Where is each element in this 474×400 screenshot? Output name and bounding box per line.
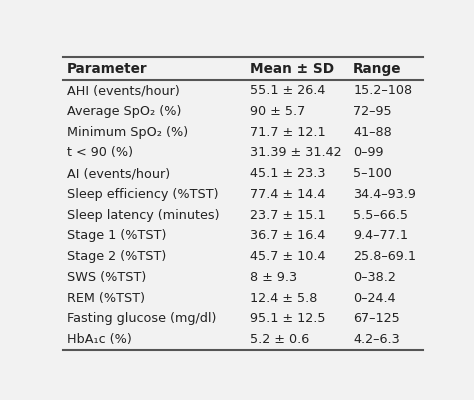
Text: 55.1 ± 26.4: 55.1 ± 26.4	[250, 84, 326, 97]
Text: 25.8–69.1: 25.8–69.1	[353, 250, 416, 263]
Text: 67–125: 67–125	[353, 312, 400, 325]
Text: 41–88: 41–88	[353, 126, 392, 139]
Text: Sleep efficiency (%TST): Sleep efficiency (%TST)	[66, 188, 218, 201]
Text: 90 ± 5.7: 90 ± 5.7	[250, 105, 306, 118]
Text: Sleep latency (minutes): Sleep latency (minutes)	[66, 208, 219, 222]
Text: 34.4–93.9: 34.4–93.9	[353, 188, 416, 201]
Text: 15.2–108: 15.2–108	[353, 84, 412, 97]
Text: 9.4–77.1: 9.4–77.1	[353, 229, 408, 242]
Text: 12.4 ± 5.8: 12.4 ± 5.8	[250, 292, 318, 304]
Text: 45.7 ± 10.4: 45.7 ± 10.4	[250, 250, 326, 263]
Text: 95.1 ± 12.5: 95.1 ± 12.5	[250, 312, 326, 325]
Text: Parameter: Parameter	[66, 62, 147, 76]
Text: AI (events/hour): AI (events/hour)	[66, 167, 170, 180]
Text: 23.7 ± 15.1: 23.7 ± 15.1	[250, 208, 326, 222]
Text: SWS (%TST): SWS (%TST)	[66, 271, 146, 284]
Text: 36.7 ± 16.4: 36.7 ± 16.4	[250, 229, 326, 242]
Text: 5.2 ± 0.6: 5.2 ± 0.6	[250, 333, 310, 346]
Text: Stage 1 (%TST): Stage 1 (%TST)	[66, 229, 166, 242]
Text: 5.5–66.5: 5.5–66.5	[353, 208, 408, 222]
Text: AHI (events/hour): AHI (events/hour)	[66, 84, 179, 97]
Text: HbA₁ᴄ (%): HbA₁ᴄ (%)	[66, 333, 131, 346]
Text: 5–100: 5–100	[353, 167, 392, 180]
Text: 0–99: 0–99	[353, 146, 383, 159]
Text: Mean ± SD: Mean ± SD	[250, 62, 334, 76]
Text: 8 ± 9.3: 8 ± 9.3	[250, 271, 297, 284]
Text: Average SpO₂ (%): Average SpO₂ (%)	[66, 105, 181, 118]
Text: 0–38.2: 0–38.2	[353, 271, 396, 284]
Text: 0–24.4: 0–24.4	[353, 292, 396, 304]
Text: Range: Range	[353, 62, 401, 76]
Text: 45.1 ± 23.3: 45.1 ± 23.3	[250, 167, 326, 180]
Text: 31.39 ± 31.42: 31.39 ± 31.42	[250, 146, 342, 159]
Text: 77.4 ± 14.4: 77.4 ± 14.4	[250, 188, 326, 201]
Text: 72–95: 72–95	[353, 105, 392, 118]
Text: t < 90 (%): t < 90 (%)	[66, 146, 133, 159]
Text: Stage 2 (%TST): Stage 2 (%TST)	[66, 250, 166, 263]
Text: 4.2–6.3: 4.2–6.3	[353, 333, 400, 346]
Text: Fasting glucose (mg/dl): Fasting glucose (mg/dl)	[66, 312, 216, 325]
Text: Minimum SpO₂ (%): Minimum SpO₂ (%)	[66, 126, 188, 139]
Text: REM (%TST): REM (%TST)	[66, 292, 145, 304]
Text: 71.7 ± 12.1: 71.7 ± 12.1	[250, 126, 326, 139]
